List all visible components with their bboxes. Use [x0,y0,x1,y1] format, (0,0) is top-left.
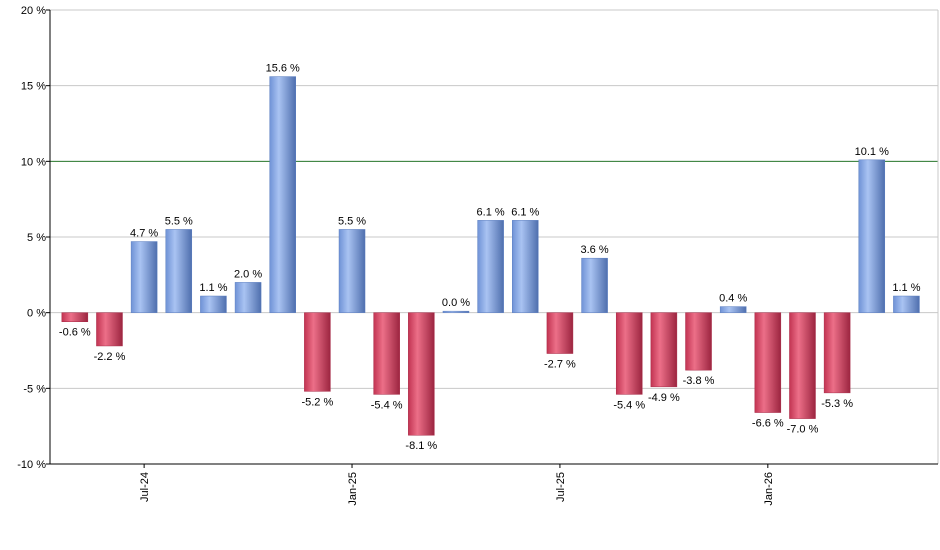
bar-value-label: 5.5 % [165,215,193,227]
bar [130,241,158,313]
bar [615,312,643,395]
bar-value-label: -6.6 % [752,418,784,430]
bar [61,312,89,322]
y-tick-label: 0 % [27,308,46,320]
bar [442,310,470,313]
bar-value-label: -5.3 % [821,398,853,410]
bar [338,229,366,313]
bar [546,312,574,354]
bar [96,312,123,347]
bar [477,220,504,313]
bar-value-label: -5.4 % [613,399,645,411]
bar-value-label: -4.9 % [648,392,680,404]
bar-value-label: 2.0 % [234,268,262,280]
bar-value-label: -3.8 % [683,375,715,387]
bar-value-label: 15.6 % [266,63,300,75]
bar-value-label: -8.1 % [405,440,437,452]
bars [61,76,920,436]
bar [165,229,193,313]
bar-value-label: 10.1 % [855,146,889,158]
bar [373,312,400,395]
x-tick-label: Jul-24 [139,472,151,502]
bar-value-label: 0.0 % [442,297,470,309]
bar-value-label: -0.6 % [59,327,91,339]
bar-value-label: -5.2 % [301,396,333,408]
bar [650,312,678,388]
x-tick-label: Jul-25 [555,472,567,502]
y-tick-label: 5 % [27,232,46,244]
bar-value-label: 6.1 % [511,206,539,218]
bar-value-label: -7.0 % [787,424,819,436]
bar-value-label: -2.2 % [94,351,126,363]
bar-value-label: 1.1 % [199,282,227,294]
bar-value-label: 3.6 % [581,244,609,256]
y-tick-label: 10 % [21,156,46,168]
bar [200,295,227,313]
bar-value-label: 1.1 % [892,282,920,294]
bar [269,76,296,313]
bar-value-label: 0.4 % [719,293,747,305]
bar-value-label: 4.7 % [130,228,158,240]
bar [719,306,747,313]
bar [581,257,608,313]
axes [46,9,938,468]
bar [858,159,886,313]
x-tick-label: Jan-26 [763,472,775,506]
bar-value-label: -5.4 % [371,399,403,411]
y-tick-label: -10 % [17,459,46,471]
labels: -10 % -5 % 0 % 5 % 10 % 15 % 20 % -0.6 %-2.2 % 4… [17,5,920,506]
y-tick-label: 15 % [21,81,46,93]
bar-value-label: 5.5 % [338,215,366,227]
bar [304,312,331,392]
y-tick-label: 20 % [21,5,46,17]
bar-value-label: -2.7 % [544,359,576,371]
y-tick-label: -5 % [23,383,46,395]
bar [823,312,851,394]
bar [893,295,920,313]
bar [234,282,262,313]
bar [512,220,539,313]
x-tick-label: Jan-25 [347,472,359,506]
bar [408,312,435,436]
bar [789,312,816,419]
bar [754,312,782,413]
bar-value-label: 6.1 % [477,206,505,218]
bar [685,312,712,371]
